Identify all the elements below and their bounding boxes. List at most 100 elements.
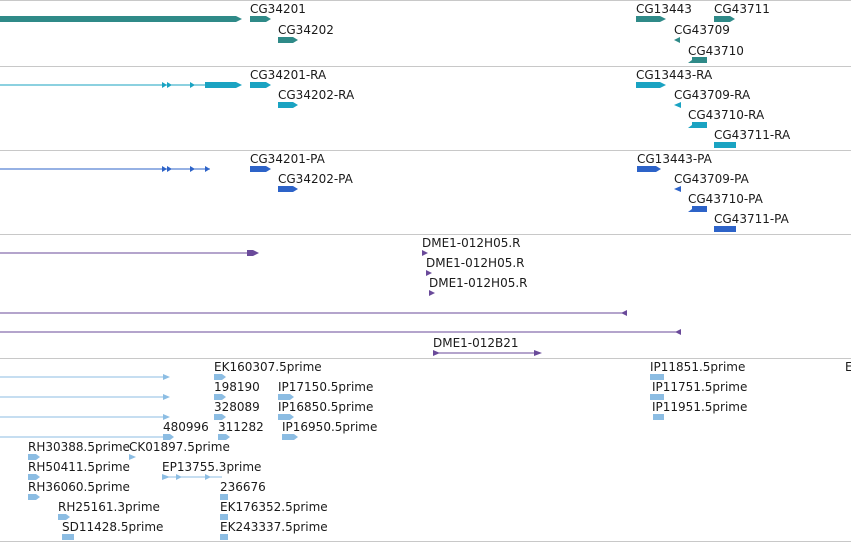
protein-label-cg13443-pa[interactable]: CG13443-PA [637,152,712,166]
cdna-feature-ip11951[interactable] [653,414,664,420]
cdna-label-rh36060[interactable]: RH36060.5prime [28,480,130,494]
cdna-label-rh30388[interactable]: RH30388.5prime [28,440,130,454]
gene-label-cg43709[interactable]: CG43709 [674,23,730,37]
est-feature-dme1-012b21-start[interactable] [433,350,440,356]
est-feature-left-1[interactable] [247,250,259,256]
cdna-label-198190[interactable]: 198190 [214,380,260,394]
protein-label-cg34201-pa[interactable]: CG34201-PA [250,152,325,166]
cdna-feature-236676[interactable] [220,494,228,500]
transcript-intron-arrow [162,82,167,88]
transcript-feature-cg13443-ra[interactable] [636,82,666,88]
track-separator-transcripts [0,66,851,67]
cdna-label-ep13755[interactable]: EP13755.3prime [162,460,262,474]
est-feature-dme1-012h05-r-3[interactable] [429,290,435,296]
cdna-label-311282[interactable]: 311282 [218,420,264,434]
transcript-label-cg43711-ra[interactable]: CG43711-RA [714,128,791,142]
gene-track-glyphs [0,16,735,63]
cdna-label-sd11428[interactable]: SD11428.5prime [62,520,164,534]
gene-feature-cg43709[interactable] [674,37,680,43]
cdna-arrow [205,474,211,480]
gene-feature-cg43711[interactable] [714,16,735,22]
transcript-feature-cg34202-ra[interactable] [278,102,298,108]
cdna-feature-ek160307[interactable] [214,374,226,380]
cdna-label-ek243337[interactable]: EK243337.5prime [220,520,328,534]
gene-feature-cg43710[interactable] [688,57,707,63]
cdna-label-ip11751[interactable]: IP11751.5prime [652,380,748,394]
cdna-feature-rh36060[interactable] [28,494,40,500]
protein-feature-cg43710-pa[interactable] [688,206,707,212]
cdna-feature-ip17150[interactable] [278,394,294,400]
cdna-label-236676[interactable]: 236676 [220,480,266,494]
protein-label-cg34202-pa[interactable]: CG34202-PA [278,172,353,186]
cdna-feature-rh30388[interactable] [28,454,40,460]
protein-feature-cg43711-pa[interactable] [714,226,736,232]
cdna-feature-rh25161[interactable] [58,514,70,520]
gene-feature-cg13443[interactable] [636,16,666,22]
cdna-label-ek176352[interactable]: EK176352.5prime [220,500,328,514]
est-feature-long-1[interactable] [621,310,627,316]
est-label-dme1-012b21[interactable]: DME1-012B21 [433,336,519,350]
gene-label-cg34201[interactable]: CG34201 [250,2,306,16]
transcript-feature-cg43711-ra[interactable] [714,142,736,148]
cdna-feature-ck01897[interactable] [129,454,136,460]
est-feature-dme1-012h05-r-2[interactable] [426,270,432,276]
cdna-feature-sd11428[interactable] [62,534,74,540]
protein-label-cg43711-pa[interactable]: CG43711-PA [714,212,789,226]
cdna-label-ck01897[interactable]: CK01897.5prime [129,440,230,454]
cdna-label-480996[interactable]: 480996 [163,420,209,434]
cdna-label-ip16950[interactable]: IP16950.5prime [282,420,378,434]
cdna-label-ip11851[interactable]: IP11851.5prime [650,360,746,374]
transcript-label-cg43709-ra[interactable]: CG43709-RA [674,88,751,102]
protein-feature-cg13443-pa[interactable] [637,166,661,172]
protein-feature-cg34201-pa[interactable] [250,166,271,172]
cdna-feature-480996[interactable] [163,434,174,440]
protein-intron-arrow [167,166,172,172]
gene-label-cg34202[interactable]: CG34202 [278,23,334,37]
est-feature-dme1-012h05-r-1[interactable] [422,250,428,256]
gene-feature-cg34201-exon[interactable] [250,16,271,22]
est-label-dme1-012h05-r-2[interactable]: DME1-012H05.R [426,256,525,270]
transcript-label-cg43710-ra[interactable]: CG43710-RA [688,108,765,122]
est-label-dme1-012h05-r-3[interactable]: DME1-012H05.R [429,276,528,290]
cdna-label-328089[interactable]: 328089 [214,400,260,414]
transcript-label-cg34202-ra[interactable]: CG34202-RA [278,88,355,102]
cdna-feature-ip11751[interactable] [650,394,664,400]
cdna-feature-rh50411[interactable] [28,474,40,480]
est-feature-long-2[interactable] [675,329,681,335]
protein-feature-cg43709-pa[interactable] [674,186,681,192]
transcript-feature-cg34201-ra[interactable] [205,82,242,88]
gene-label-cg13443[interactable]: CG13443 [636,2,692,16]
cdna-feature-ip16850[interactable] [278,414,294,420]
transcript-feature-cg34201-ra-exon[interactable] [250,82,271,88]
transcript-label-cg34201-ra[interactable]: CG34201-RA [250,68,327,82]
cdna-label-ek160307[interactable]: EK160307.5prime [214,360,322,374]
cdna-label-rh25161[interactable]: RH25161.3prime [58,500,160,514]
cdna-feature-198190[interactable] [214,394,226,400]
gene-feature-cg34201[interactable] [0,16,242,22]
protein-label-cg43709-pa[interactable]: CG43709-PA [674,172,749,186]
gene-feature-cg34202[interactable] [278,37,298,43]
cdna-label-ip17150[interactable]: IP17150.5prime [278,380,374,394]
protein-feature-cg34202-pa[interactable] [278,186,298,192]
cdna-label-truncated[interactable]: E [845,360,851,374]
cdna-feature-ek176352[interactable] [220,514,228,520]
cdna-feature-ip11851[interactable] [650,374,664,380]
cdna-feature-ep13755[interactable] [162,474,170,480]
transcript-feature-cg43710-ra[interactable] [688,122,707,128]
cdna-feature-328089[interactable] [214,414,226,420]
protein-intron-arrow [205,166,210,172]
protein-label-cg43710-pa[interactable]: CG43710-PA [688,192,763,206]
est-feature-dme1-012b21-end[interactable] [534,350,542,356]
est-label-dme1-012h05-r-1[interactable]: DME1-012H05.R [422,236,521,250]
gene-label-cg43711[interactable]: CG43711 [714,2,770,16]
transcript-feature-cg43709-ra[interactable] [674,102,681,108]
cdna-feature-ip16950[interactable] [282,434,298,440]
transcript-label-cg13443-ra[interactable]: CG13443-RA [636,68,713,82]
cdna-label-ip16850[interactable]: IP16850.5prime [278,400,374,414]
gene-label-cg43710[interactable]: CG43710 [688,44,744,58]
cdna-label-rh50411[interactable]: RH50411.5prime [28,460,130,474]
cdna-feature-311282[interactable] [218,434,230,440]
cdna-feature-ek243337[interactable] [220,534,228,540]
cdna-label-ip11951[interactable]: IP11951.5prime [652,400,748,414]
